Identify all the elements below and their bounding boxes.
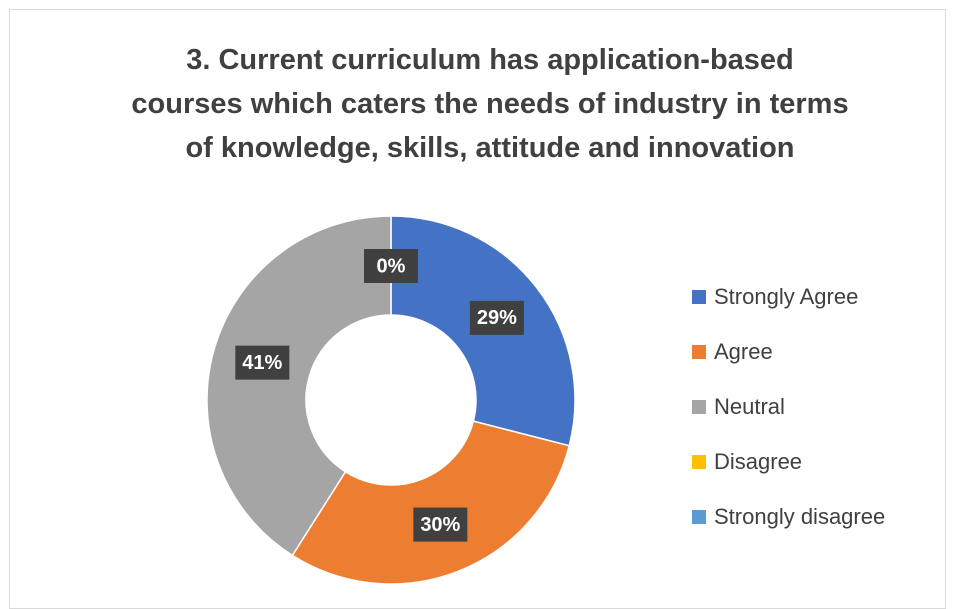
legend-swatch [692, 455, 706, 469]
data-label-box [235, 345, 290, 380]
legend-swatch [692, 345, 706, 359]
data-label: 0% [377, 255, 406, 277]
legend-label: Disagree [714, 449, 802, 474]
data-label: 29% [477, 307, 517, 329]
data-label: 30% [420, 514, 460, 536]
legend-swatch [692, 510, 706, 524]
page: {"chart_data": {"type": "donut", "title"… [9, 9, 946, 609]
legend-label: Neutral [714, 394, 785, 419]
chart-title: 3. Current curriculum has application-ba… [131, 44, 849, 164]
chart: 29% 30% 41% 0% Strongly Agree Agree Neutral Dis… [206, 215, 885, 584]
data-label-box [413, 507, 468, 542]
data-label: 41% [242, 352, 282, 374]
legend-swatch [692, 400, 706, 414]
data-label-box [469, 300, 524, 335]
donut-segment [206, 215, 392, 557]
data-label-box [364, 249, 418, 283]
legend-label: Agree [714, 339, 773, 364]
legend-label: Strongly Agree [714, 284, 858, 309]
donut-segment [291, 420, 571, 584]
legend-swatch [692, 290, 706, 304]
legend-label: Strongly disagree [714, 504, 885, 529]
